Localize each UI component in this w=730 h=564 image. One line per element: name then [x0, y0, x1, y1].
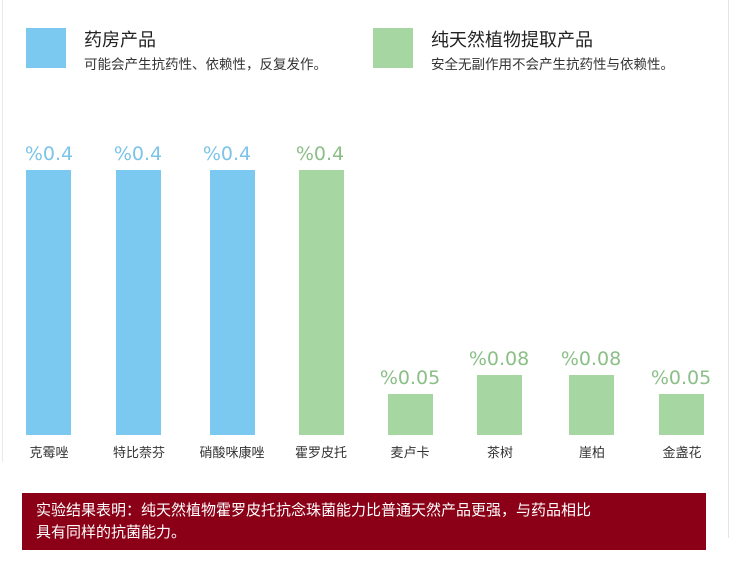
legend-swatch-pharmacy [26, 28, 66, 68]
bar-horopito [299, 170, 344, 435]
bar-category-label: 麦卢卡 [390, 446, 430, 461]
bar-category-label: 金盏花 [662, 446, 702, 461]
bar-category-label: 特比萘芬 [112, 446, 165, 461]
bar-calendula [659, 394, 704, 435]
bar-value-label: %0.4 [24, 143, 74, 165]
legend-swatch-natural [373, 28, 413, 68]
bar-value-label: %0.4 [113, 143, 163, 165]
bar-value-label: %0.08 [560, 348, 622, 370]
legend-pharmacy: 药房产品 可能会产生抗药性、依赖性，反复发作。 [26, 28, 327, 74]
legend-title-pharmacy: 药房产品 [84, 30, 156, 51]
bar-category-label: 克霉唑 [29, 446, 69, 461]
bar-category-label: 硝酸咪康唑 [199, 446, 265, 461]
bar-value-label: %0.05 [379, 367, 441, 389]
conclusion-banner: 实验结果表明：纯天然植物霍罗皮托抗念珠菌能力比普通天然产品更强，与药品相比 具有… [22, 493, 706, 550]
bar-clotrimazole [26, 170, 71, 435]
bar-value-label: %0.4 [295, 143, 345, 165]
bar-terbinafine [116, 170, 161, 435]
bar-value-label: %0.08 [468, 348, 530, 370]
left-border [2, 0, 3, 462]
bar-value-label: %0.4 [202, 143, 252, 165]
bar-value-label: %0.05 [650, 367, 712, 389]
bar-miconazole [210, 170, 255, 435]
legend-title-natural: 纯天然植物提取产品 [431, 30, 593, 51]
conclusion-line-1: 实验结果表明：纯天然植物霍罗皮托抗念珠菌能力比普通天然产品更强，与药品相比 [36, 501, 592, 519]
conclusion-line-2: 具有同样的抗菌能力。 [36, 523, 187, 541]
legend-desc-pharmacy: 可能会产生抗药性、依赖性，反复发作。 [84, 57, 327, 73]
bar-thuja [569, 375, 614, 435]
bar-category-label: 崖柏 [578, 446, 605, 461]
bar-manuka [388, 394, 433, 435]
bar-category-label: 霍罗皮托 [294, 446, 347, 461]
legend-desc-natural: 安全无副作用不会产生抗药性与依赖性。 [431, 57, 674, 73]
right-border [728, 0, 729, 538]
bar-category-label: 茶树 [486, 446, 513, 461]
legend-natural: 纯天然植物提取产品 安全无副作用不会产生抗药性与依赖性。 [373, 28, 674, 74]
bar-tea-tree [477, 375, 522, 435]
